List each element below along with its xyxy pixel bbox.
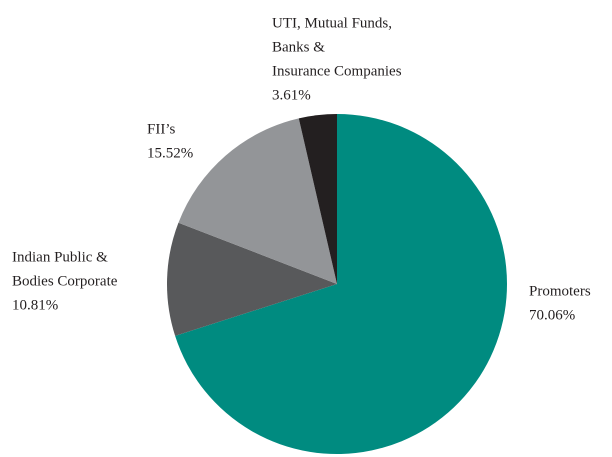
slice-label: Promoters bbox=[529, 283, 591, 299]
pie-slice bbox=[167, 222, 337, 336]
slice-label: Insurance Companies bbox=[272, 63, 402, 79]
slice-label: FII’s bbox=[147, 121, 176, 137]
slice-value-label: 10.81% bbox=[12, 297, 58, 313]
slice-label: Bodies Corporate bbox=[12, 273, 118, 289]
pie-slice bbox=[298, 114, 337, 284]
slice-label: Indian Public & bbox=[12, 249, 108, 265]
slice-value-label: 3.61% bbox=[272, 87, 311, 103]
pie-slice bbox=[178, 118, 337, 284]
slice-label: UTI, Mutual Funds, bbox=[272, 15, 392, 31]
slice-value-label: 15.52% bbox=[147, 145, 193, 161]
pie-slice bbox=[175, 114, 507, 454]
slice-value-label: 70.06% bbox=[529, 307, 575, 323]
slice-label: Banks & bbox=[272, 39, 325, 55]
